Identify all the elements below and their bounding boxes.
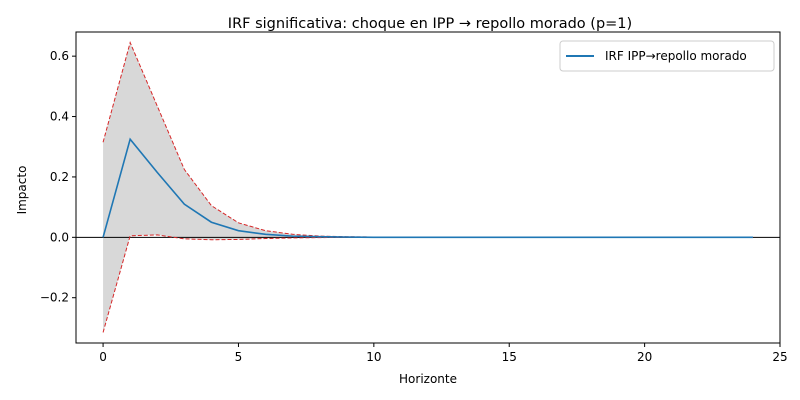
y-tick-label: 0.0 — [50, 230, 69, 244]
legend: IRF IPP→repollo morado — [559, 40, 775, 72]
x-tick-label: 25 — [772, 350, 787, 364]
y-tick-label: −0.2 — [40, 291, 69, 305]
lower-bound-line — [102, 234, 753, 333]
chart-title: IRF significativa: choque en IPP → repol… — [228, 16, 632, 32]
x-tick-label: 0 — [99, 350, 107, 364]
series-line-0 — [102, 137, 753, 239]
plot-frame — [75, 31, 781, 344]
x-axis-label: Horizonte — [399, 372, 457, 386]
x-tick-label: 20 — [637, 350, 652, 364]
y-axis-label: Impacto — [15, 166, 29, 215]
plot-area — [76, 41, 780, 333]
legend-box — [559, 40, 775, 72]
x-tick-label: 10 — [366, 350, 381, 364]
x-tick-label: 15 — [502, 350, 517, 364]
y-axis: −0.2 0.0 0.2 0.4 0.6 — [40, 49, 76, 305]
y-tick-label: 0.2 — [50, 170, 69, 184]
confidence-band — [103, 42, 753, 333]
x-tick-label: 5 — [235, 350, 243, 364]
x-axis: 0 5 10 15 20 25 — [99, 343, 788, 364]
legend-label: IRF IPP→repollo morado — [605, 49, 747, 63]
y-tick-label: 0.4 — [50, 110, 69, 124]
y-tick-label: 0.6 — [50, 49, 69, 63]
